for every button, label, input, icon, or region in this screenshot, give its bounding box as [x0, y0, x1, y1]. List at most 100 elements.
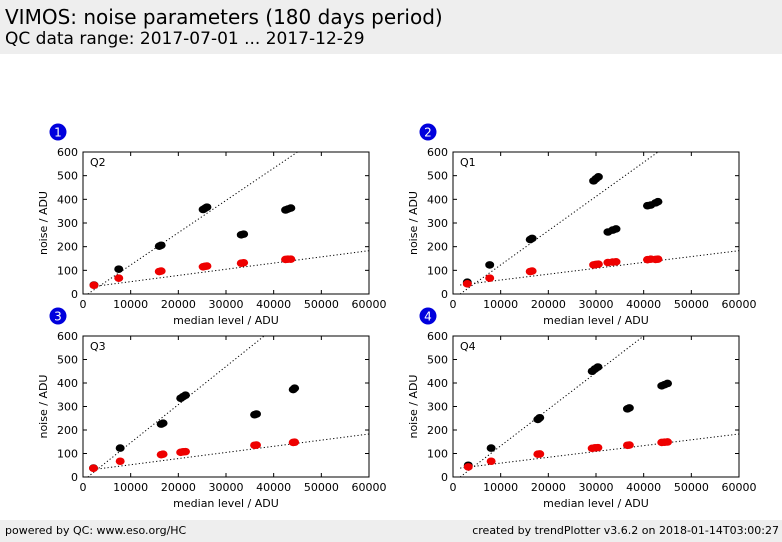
x-tick-label: 10000: [113, 481, 148, 494]
data-point-black: [286, 204, 296, 212]
x-tick-label: 60000: [722, 298, 757, 311]
fit-line: [87, 336, 265, 477]
y-axis-label: noise / ADU: [37, 191, 50, 255]
data-point-black: [158, 419, 168, 427]
panel-number: 1: [54, 126, 62, 140]
panel-number-badge: [49, 123, 67, 141]
data-point-red: [486, 457, 496, 466]
footer-bar: powered by QC: www.eso.org/HC created by…: [0, 520, 782, 542]
data-point-red: [202, 262, 212, 270]
x-tick-label: 10000: [483, 481, 518, 494]
data-point-red: [527, 267, 537, 275]
data-point-red: [89, 281, 99, 290]
x-tick-label: 0: [450, 481, 457, 494]
data-point-black: [156, 241, 166, 250]
x-tick-label: 0: [450, 298, 457, 311]
data-point-black: [593, 363, 603, 371]
data-point-red: [653, 255, 663, 264]
data-point-red: [114, 274, 124, 282]
plot-frame: [452, 151, 740, 295]
data-point-red: [115, 457, 125, 466]
y-tick-label: 200: [427, 241, 448, 254]
x-axis-label: median level / ADU: [173, 314, 279, 327]
data-point-red: [535, 450, 545, 458]
x-axis-label: median level / ADU: [173, 497, 279, 510]
x-axis-label: median level / ADU: [543, 497, 649, 510]
x-tick-label: 50000: [304, 481, 339, 494]
y-tick-label: 500: [427, 170, 448, 183]
panel-number-badge: [419, 307, 437, 325]
y-tick-label: 100: [427, 264, 448, 277]
data-point-red: [593, 443, 603, 452]
fit-line: [90, 250, 369, 288]
x-tick-label: 40000: [626, 298, 661, 311]
x-tick-label: 30000: [209, 298, 244, 311]
y-tick-label: 200: [427, 424, 448, 437]
chart-panel-1: 0 10000 20000 30000 40000 50000 60000 0 100 200 30…: [37, 123, 387, 327]
data-point-black: [486, 444, 496, 452]
y-tick-label: 500: [427, 354, 448, 367]
y-tick-label: 400: [427, 377, 448, 390]
data-point-red: [462, 280, 472, 288]
data-point-red: [156, 267, 166, 275]
data-point-red: [463, 463, 473, 471]
x-tick-label: 10000: [483, 298, 518, 311]
chart-panel-2: 0 10000 20000 30000 40000 50000 60000 0 100 200 30…: [407, 123, 757, 327]
y-axis-label: noise / ADU: [407, 374, 420, 438]
x-tick-label: 50000: [304, 298, 339, 311]
page-title: VIMOS: noise parameters (180 days period…: [5, 5, 443, 29]
x-tick-label: 50000: [674, 481, 709, 494]
data-point-red: [180, 447, 190, 456]
data-point-black: [535, 413, 545, 422]
y-tick-label: 600: [57, 146, 78, 159]
data-point-red: [239, 258, 249, 267]
chart-panel-4: 0 10000 20000 30000 40000 50000 60000 0 100 200 30…: [407, 307, 757, 510]
plot-frame: [82, 151, 370, 295]
data-point-black: [611, 225, 621, 233]
y-tick-label: 0: [71, 471, 78, 484]
x-tick-label: 0: [80, 298, 87, 311]
y-tick-label: 200: [57, 241, 78, 254]
x-axis-label: median level / ADU: [543, 314, 649, 327]
y-axis-label: noise / ADU: [37, 374, 50, 438]
data-point-black: [114, 265, 124, 273]
data-point-black: [485, 261, 495, 269]
data-point-black: [239, 230, 249, 238]
data-point-red: [485, 274, 495, 282]
data-point-black: [663, 379, 672, 388]
x-tick-label: 40000: [256, 481, 291, 494]
x-tick-label: 30000: [579, 481, 614, 494]
y-tick-label: 0: [441, 288, 448, 301]
y-tick-label: 0: [71, 288, 78, 301]
data-point-black: [202, 203, 212, 211]
data-point-red: [88, 464, 98, 473]
y-tick-label: 100: [427, 448, 448, 461]
panel-number: 3: [54, 310, 62, 324]
panel-number-badge: [49, 307, 67, 325]
panel-label: Q4: [460, 340, 476, 353]
header-bar: VIMOS: noise parameters (180 days period…: [0, 0, 782, 54]
y-tick-label: 300: [427, 401, 448, 414]
panel-number: 2: [424, 126, 432, 140]
x-tick-label: 0: [80, 481, 87, 494]
x-tick-label: 50000: [674, 298, 709, 311]
footer-powered-by: powered by QC: www.eso.org/HC: [5, 524, 187, 537]
data-point-black: [527, 234, 537, 243]
data-point-red: [252, 441, 262, 449]
y-tick-label: 0: [441, 471, 448, 484]
data-point-red: [611, 258, 621, 266]
data-point-red: [286, 255, 296, 264]
x-tick-label: 20000: [161, 481, 196, 494]
y-tick-label: 400: [427, 193, 448, 206]
chart-panel-3: 0 10000 20000 30000 40000 50000 60000 0 100 200 30…: [37, 307, 387, 510]
data-point-black: [115, 444, 125, 452]
x-tick-label: 10000: [113, 298, 148, 311]
y-tick-label: 500: [57, 354, 78, 367]
x-tick-label: 30000: [579, 298, 614, 311]
data-point-black: [593, 173, 603, 181]
x-tick-label: 20000: [531, 481, 566, 494]
y-tick-label: 200: [57, 424, 78, 437]
y-axis-label: noise / ADU: [407, 191, 420, 255]
y-tick-label: 300: [427, 217, 448, 230]
